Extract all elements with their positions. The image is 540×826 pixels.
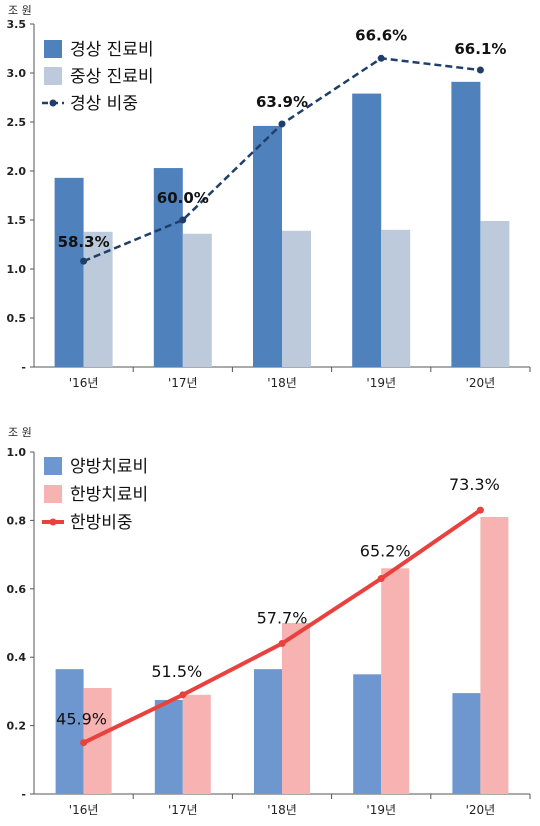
x-tick-label: '19년	[366, 803, 396, 817]
bar-primary	[352, 93, 382, 367]
bar-primary	[55, 669, 84, 794]
legend-label: 경상 진료비	[70, 40, 154, 60]
y-tick-label: 0.2	[7, 720, 27, 733]
bar-secondary	[182, 233, 212, 367]
share-point	[377, 54, 385, 62]
share-label: 73.3%	[449, 475, 500, 494]
x-tick-label: '16년	[69, 376, 99, 390]
share-label: 66.1%	[454, 40, 506, 58]
share-point	[80, 257, 88, 265]
legend-label: 양방치료비	[70, 457, 148, 477]
y-tick-label: -	[21, 361, 26, 374]
x-tick-label: '20년	[466, 376, 496, 390]
legend-swatch	[44, 485, 62, 503]
legend-label: 한방치료비	[70, 485, 148, 505]
legend-marker	[49, 518, 57, 526]
y-tick-label: 3.0	[7, 67, 27, 80]
bar-primary	[154, 699, 183, 794]
bar-primary	[253, 125, 282, 367]
bar-primary	[353, 674, 382, 794]
share-point	[179, 691, 187, 699]
bar-secondary	[480, 516, 509, 794]
share-label: 51.5%	[151, 662, 202, 681]
share-label: 66.6%	[355, 26, 407, 44]
y-tick-label: 0.5	[7, 312, 27, 325]
share-point	[476, 66, 484, 74]
share-point	[80, 739, 88, 747]
y-tick-label: -	[21, 788, 26, 801]
y-tick-label: 1.0	[7, 446, 27, 459]
x-tick-label: '17년	[168, 376, 198, 390]
share-point	[377, 575, 385, 583]
share-label: 45.9%	[56, 710, 107, 729]
y-tick-label: 0.4	[7, 651, 27, 664]
share-label: 63.9%	[256, 93, 308, 111]
bar-secondary	[182, 694, 211, 794]
bar-secondary	[381, 568, 410, 794]
unit-label: 조 원	[8, 4, 32, 17]
legend-label: 경상 비중	[70, 94, 138, 114]
y-tick-label: 3.5	[7, 18, 27, 31]
bar-primary	[254, 669, 282, 794]
legend-swatch	[44, 40, 62, 58]
y-tick-label: 2.5	[7, 116, 27, 129]
share-label: 65.2%	[360, 542, 411, 561]
share-label: 60.0%	[157, 189, 209, 207]
x-tick-label: '19년	[366, 376, 396, 390]
legend-swatch	[44, 457, 62, 475]
x-tick-label: '18년	[267, 803, 297, 817]
y-tick-label: 0.8	[7, 514, 27, 527]
legend-label: 중상 진료비	[70, 67, 154, 87]
bar-primary	[54, 177, 84, 367]
bar-secondary	[282, 230, 311, 367]
legend-label: 한방비중	[70, 513, 133, 533]
share-label: 58.3%	[58, 233, 110, 251]
bar-secondary	[282, 623, 310, 794]
x-tick-label: '16년	[69, 803, 99, 817]
share-point	[179, 216, 187, 224]
y-tick-label: 2.0	[7, 165, 27, 178]
share-point	[476, 506, 484, 514]
legend-swatch	[44, 67, 62, 85]
chart-vehicle-accident-cost: 조 원 - 0.5 1.0 1.5 2.0 2.5 3.0 3.5 '16년 '17년 '18년 '19…	[7, 4, 531, 390]
share-point	[278, 120, 286, 128]
bar-primary	[153, 168, 183, 367]
legend-marker	[49, 99, 57, 107]
share-label: 57.7%	[257, 609, 308, 628]
unit-label: 조 원	[8, 426, 32, 439]
x-tick-label: '20년	[466, 803, 496, 817]
bar-secondary	[480, 220, 510, 367]
x-tick-label: '17년	[168, 803, 198, 817]
y-tick-label: 1.0	[7, 263, 27, 276]
y-tick-label: 1.5	[7, 214, 27, 227]
chart-korean-medicine-cost: 조 원 - 0.2 0.4 0.6 0.8 1.0 '16년 '17년 '18년 '19년 '20년 4…	[7, 426, 531, 817]
share-point	[278, 640, 286, 648]
bar-primary	[451, 81, 481, 367]
bar-primary	[452, 693, 481, 794]
bar-secondary	[381, 229, 411, 367]
x-tick-label: '18년	[267, 376, 297, 390]
y-tick-label: 0.6	[7, 583, 27, 596]
